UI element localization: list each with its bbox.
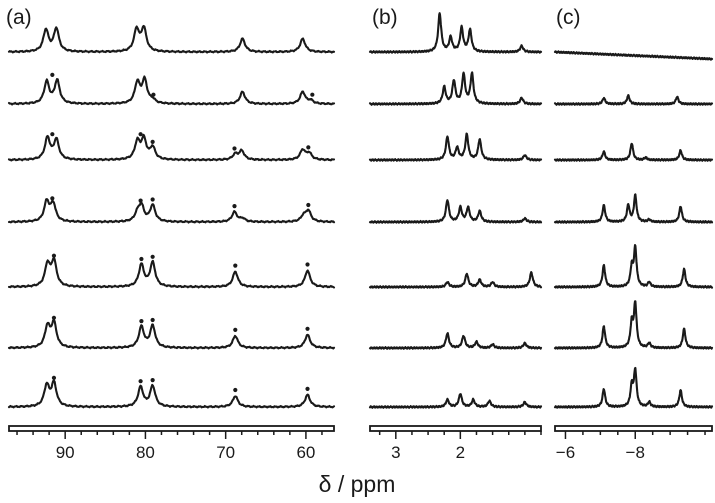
panel-b-spectrum-1 bbox=[368, 12, 543, 54]
peak-marker-dot bbox=[50, 132, 55, 137]
panel-c: (c) −6 −8 bbox=[553, 6, 714, 462]
panel-c-tick-label: −8 bbox=[626, 443, 645, 462]
peak-marker-dot bbox=[139, 256, 144, 262]
panel-b: (b) 3 2 bbox=[368, 6, 543, 462]
panel-b-tick-label: 3 bbox=[391, 443, 400, 462]
panel-a: (a) 90 80 70 60 bbox=[6, 6, 336, 462]
peak-marker-dot bbox=[232, 204, 237, 209]
peak-marker-dot bbox=[306, 145, 311, 150]
peak-marker-dot bbox=[150, 254, 155, 259]
peak-marker-dot bbox=[150, 317, 155, 323]
panel-a-tick-label: 80 bbox=[136, 443, 155, 462]
x-axis-title: δ / ppm bbox=[319, 471, 396, 497]
panel-a-spectrum-1 bbox=[7, 24, 336, 54]
panel-c-spectrum-5 bbox=[553, 244, 714, 289]
panel-b-spectrum-7 bbox=[368, 393, 543, 409]
panel-c-label: (c) bbox=[556, 6, 581, 29]
peak-marker-dot bbox=[232, 146, 237, 151]
peak-marker-dot bbox=[139, 319, 144, 324]
panel-c-spectrum-3 bbox=[553, 142, 714, 162]
panel-a-label: (a) bbox=[6, 6, 32, 29]
peak-marker-dot bbox=[138, 198, 143, 203]
peak-marker-dot bbox=[233, 387, 238, 393]
panel-b-spectrum-4 bbox=[368, 199, 543, 224]
peak-marker-dot bbox=[150, 378, 155, 383]
panel-a-tick-label: 90 bbox=[56, 443, 75, 462]
peak-marker-dot bbox=[310, 92, 315, 97]
panel-a-spectrum-5 bbox=[7, 256, 336, 289]
peak-marker-dot bbox=[51, 315, 57, 320]
panel-a-spectrum-4 bbox=[7, 198, 336, 224]
panel-c-spectrum-7 bbox=[553, 366, 714, 409]
panel-b-axis-frame bbox=[369, 425, 542, 432]
panel-b-spectrum-2 bbox=[368, 71, 543, 106]
peak-marker-dot bbox=[138, 132, 143, 137]
panel-c-spectrum-2 bbox=[553, 94, 714, 106]
panel-a-spectrum-7 bbox=[7, 379, 336, 409]
peak-marker-dot bbox=[305, 386, 310, 391]
panel-c-spectrum-6 bbox=[553, 300, 714, 350]
panel-b-tick-label: 2 bbox=[456, 443, 465, 462]
panel-b-spectrum-6 bbox=[368, 332, 543, 350]
panel-b-spectrum-3 bbox=[368, 132, 543, 162]
peak-marker-dot bbox=[306, 202, 311, 208]
peak-marker-dot bbox=[51, 253, 57, 258]
peak-marker-dot bbox=[305, 262, 310, 267]
panel-a-spectrum-6 bbox=[7, 318, 336, 350]
peak-marker-dot bbox=[150, 139, 155, 144]
panel-b-spectrum-5 bbox=[368, 271, 543, 289]
panel-c-axis-frame bbox=[554, 425, 713, 432]
peak-marker-dot bbox=[150, 197, 155, 202]
panel-c-spectrum-1 bbox=[553, 50, 714, 61]
peak-marker-dot bbox=[305, 326, 310, 331]
panel-a-tick-label: 60 bbox=[296, 443, 315, 462]
peak-marker-dot bbox=[151, 92, 156, 97]
peak-marker-dot bbox=[50, 72, 55, 77]
peak-marker-dot bbox=[138, 379, 143, 384]
panel-a-tick-label: 70 bbox=[216, 443, 235, 462]
panel-c-spectrum-4 bbox=[553, 193, 714, 224]
peak-marker-dot bbox=[233, 263, 238, 268]
peak-marker-dot bbox=[51, 375, 57, 380]
panel-c-tick-label: −6 bbox=[556, 443, 575, 462]
peak-marker-dot bbox=[50, 196, 55, 201]
panel-a-spectrum-3 bbox=[7, 133, 336, 162]
peak-marker-dot bbox=[233, 327, 238, 332]
panel-a-spectrum-2 bbox=[7, 75, 336, 106]
panel-b-label: (b) bbox=[372, 6, 398, 29]
panel-a-axis-frame bbox=[8, 425, 335, 432]
